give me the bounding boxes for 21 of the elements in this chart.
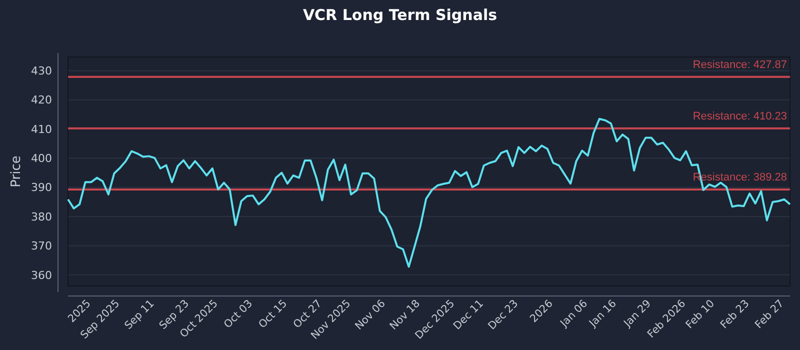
y-tick-label: 410 xyxy=(31,122,52,136)
x-tick-label: Dec 23 xyxy=(486,298,521,332)
x-tick-label: Feb 10 xyxy=(684,298,718,332)
ref-line-label: Resistance: 427.87 xyxy=(692,58,787,71)
x-tick-label: Feb 27 xyxy=(752,298,786,332)
x-tick-label: Oct 15 xyxy=(256,298,290,331)
y-tick-label: 420 xyxy=(31,94,52,107)
y-tick-label: 380 xyxy=(31,210,52,224)
y-tick-label: 390 xyxy=(31,181,52,194)
y-tick-label: 370 xyxy=(31,240,52,253)
x-tick-label: Oct 03 xyxy=(222,298,255,331)
x-tick-label: Jan 29 xyxy=(621,298,654,330)
x-tick-label: Feb 23 xyxy=(718,298,752,332)
ref-line-label: Resistance: 410.23 xyxy=(692,110,787,122)
chart-title: VCR Long Term Signals xyxy=(302,6,498,24)
y-tick-label: 400 xyxy=(31,152,52,166)
x-tick-label: Sep 11 xyxy=(122,298,157,332)
y-tick-label: 430 xyxy=(31,64,52,78)
x-tick-label: Nov 06 xyxy=(353,297,388,332)
y-axis-title: Price xyxy=(9,156,24,188)
y-tick-label: 360 xyxy=(31,268,52,282)
